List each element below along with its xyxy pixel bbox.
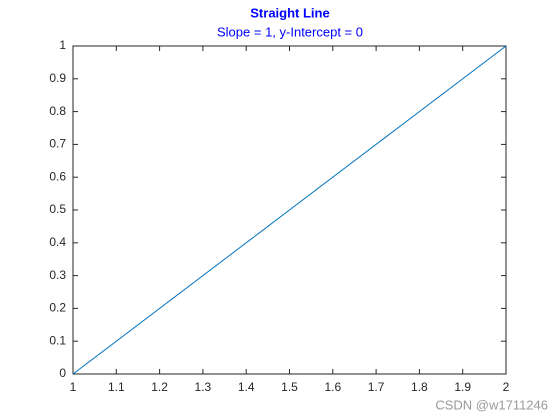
y-tick-label: 0.7 <box>49 137 66 151</box>
x-tick-label: 1.5 <box>281 380 298 394</box>
x-tick-label: 1.2 <box>151 380 168 394</box>
y-tick-label: 0.4 <box>49 235 66 249</box>
y-tick-label: 1 <box>59 38 66 52</box>
y-tick-label: 0 <box>59 366 66 380</box>
x-tick-label: 1.6 <box>324 380 341 394</box>
data-line <box>72 45 507 375</box>
x-tick-label: 1.7 <box>368 380 385 394</box>
x-tick-label: 1.4 <box>238 380 255 394</box>
y-tick-label: 0.8 <box>49 104 66 118</box>
x-tick-label: 1.3 <box>195 380 212 394</box>
y-tick-label: 0.1 <box>49 333 66 347</box>
y-tick-label: 0.3 <box>49 268 66 282</box>
watermark: CSDN @w1711246 <box>435 397 548 412</box>
x-tick-label: 1 <box>70 380 77 394</box>
x-tick-label: 2 <box>503 380 510 394</box>
y-tick-label: 0.5 <box>49 202 66 216</box>
chart-title: Straight Line <box>250 5 329 20</box>
x-tick-label: 1.1 <box>108 380 125 394</box>
chart-subtitle: Slope = 1, y-Intercept = 0 <box>217 24 363 39</box>
y-tick-label: 0.2 <box>49 301 66 315</box>
y-tick-label: 0.6 <box>49 169 66 183</box>
y-tick-label: 0.9 <box>49 71 66 85</box>
x-tick-label: 1.8 <box>411 380 428 394</box>
x-tick-label: 1.9 <box>454 380 471 394</box>
